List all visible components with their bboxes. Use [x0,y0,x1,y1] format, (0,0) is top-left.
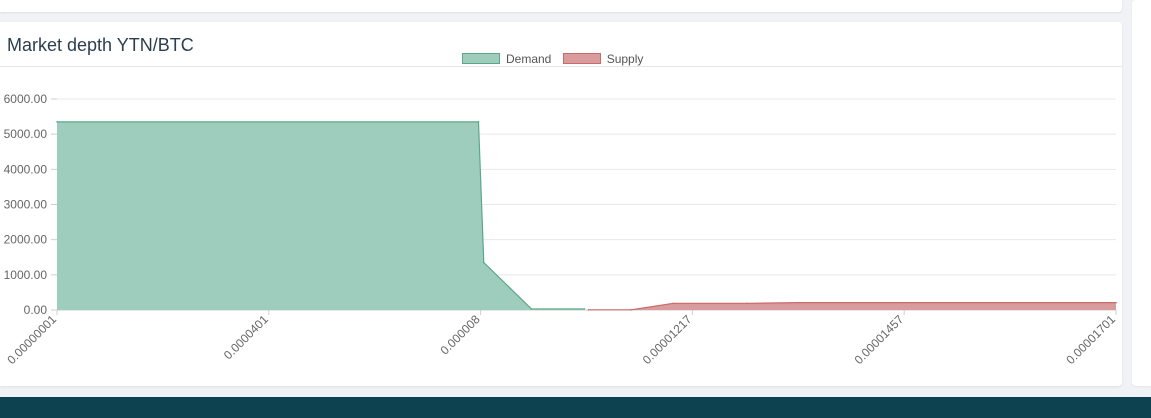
y-tick-label: 2000.00 [4,233,48,247]
y-tick-label: 0.00 [24,303,48,317]
y-tick-label: 4000.00 [4,162,48,176]
area-supply [588,302,1116,310]
chart-legend: Demand Supply [462,53,651,67]
point-supply [1115,301,1117,304]
previous-card [0,0,1122,12]
legend-item-demand[interactable]: Demand [462,53,551,67]
y-tick-label: 1000.00 [4,268,48,282]
point-supply [672,302,675,305]
legend-label-demand: Demand [506,52,552,66]
x-tick-label: 0.00001457 [852,312,907,367]
point-demand [530,308,533,310]
point-supply [746,302,749,305]
legend-swatch-supply [562,53,601,64]
x-tick-label: 0.00001701 [1063,312,1118,367]
legend-item-supply[interactable]: Supply [562,52,644,67]
legend-swatch-demand [462,53,500,64]
point-demand [583,308,586,310]
footer-bar [0,397,1151,418]
card-title: Market depth YTN/BTC [7,35,194,55]
point-demand [477,121,480,123]
y-axis-ticks: 0.00 1000.00 2000.00 3000.00 4000.00 5000.00 6… [4,92,57,317]
series-areas [56,121,1117,311]
y-tick-label: 6000.00 [4,92,48,106]
x-tick-label: 0.000008 [437,312,483,358]
x-tick-label: 0.00001217 [640,312,695,367]
point-supply [587,309,590,311]
card-header: Market depth YTN/BTC [0,22,1122,67]
y-tick-label: 5000.00 [4,127,48,141]
y-tick-label: 3000.00 [4,198,48,212]
point-supply [630,309,632,311]
legend-label-supply: Supply [606,52,644,66]
area-demand [57,121,585,310]
point-demand [56,121,58,123]
line-supply [588,302,1116,311]
x-axis-ticks: 0.00000001 0.0000401 0.000008 0.00001217 0.0… [4,310,1118,367]
x-tick-label: 0.0000401 [221,312,271,362]
depth-chart: 0.00 1000.00 2000.00 3000.00 4000.00 5000.00 6… [4,92,1119,367]
point-supply [797,301,800,304]
side-panel [1132,0,1151,386]
x-tick-label: 0.00000001 [4,312,59,367]
point-demand [482,261,485,264]
